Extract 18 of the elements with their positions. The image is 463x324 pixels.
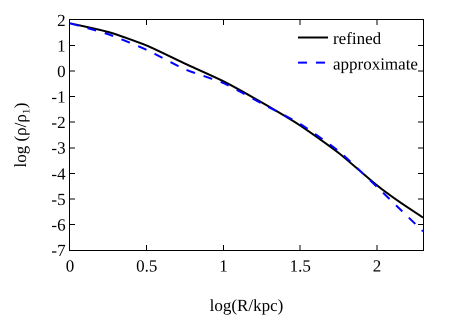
x-axis-title: log(R/kpc): [210, 296, 284, 315]
x-tick-label: 2: [372, 256, 382, 276]
y-tick-label: -2: [51, 113, 66, 132]
y-tick-label: 1: [57, 36, 66, 56]
x-tick-label: 1.5: [290, 256, 311, 276]
y-tick-label: -7: [51, 240, 66, 260]
y-tick-label: 2: [57, 10, 66, 30]
legend-label: refined: [333, 29, 382, 48]
y-tick-label: -3: [51, 138, 66, 158]
legend-label: approximate: [333, 54, 418, 74]
y-tick-label: -4: [51, 164, 66, 184]
x-tick-label: 0.5: [136, 256, 158, 276]
y-tick-label: 0: [57, 62, 66, 82]
x-tick-label: 1: [219, 256, 228, 276]
y-tick-label: -5: [51, 190, 66, 209]
y-tick-label: -6: [51, 215, 66, 234]
y-axis-title: log (ρ/ρ₁): [11, 102, 30, 168]
y-tick-label: -1: [51, 88, 66, 107]
